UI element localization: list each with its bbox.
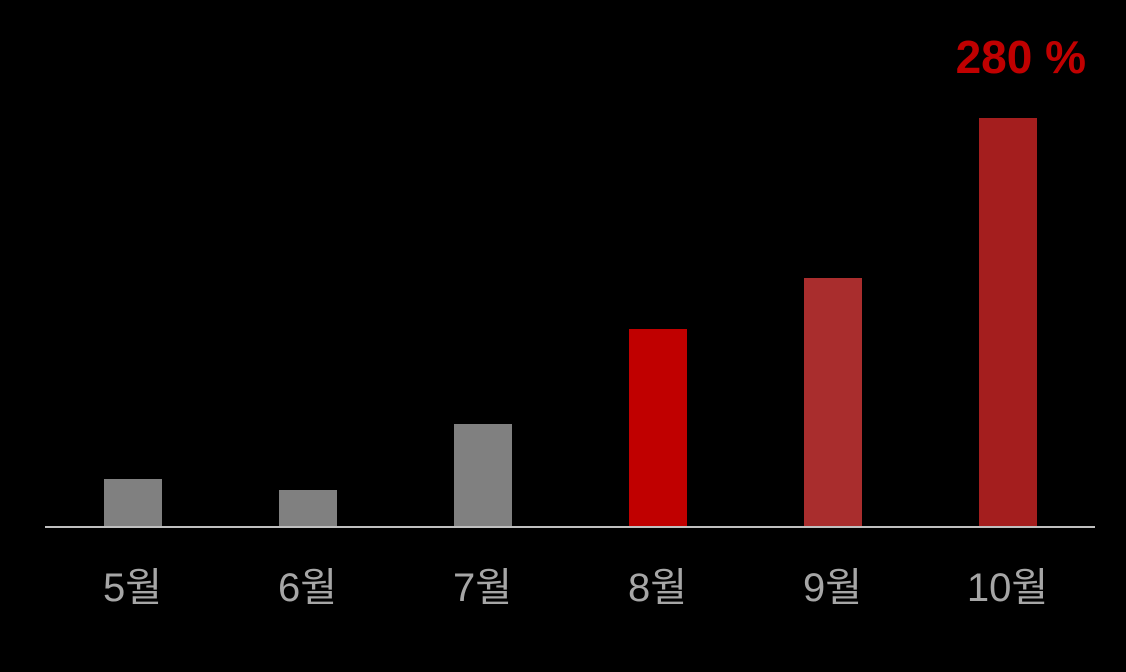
bar-june <box>279 490 337 526</box>
bars-group <box>45 118 1095 526</box>
bar-may <box>104 479 162 526</box>
bar-chart: 280 % 5월 6월 7월 8 <box>0 0 1126 672</box>
x-axis-baseline <box>45 526 1095 528</box>
bar-july <box>454 424 512 526</box>
bar-september <box>804 278 862 526</box>
x-axis-labels: 5월 6월 7월 8월 9월 10월 <box>45 555 1095 613</box>
x-label: 8월 <box>570 555 745 613</box>
x-label: 7월 <box>395 555 570 613</box>
x-label: 10월 <box>920 555 1095 613</box>
x-label: 6월 <box>220 555 395 613</box>
bar-slot <box>570 118 745 526</box>
bar-slot <box>395 118 570 526</box>
bar-october <box>979 118 1037 526</box>
bar-august <box>629 329 687 526</box>
x-label: 9월 <box>745 555 920 613</box>
plot-area <box>45 120 1095 528</box>
bar-slot <box>45 118 220 526</box>
x-label: 5월 <box>45 555 220 613</box>
callout-value: 280 % <box>956 30 1086 84</box>
bar-slot <box>920 118 1095 526</box>
bar-slot <box>220 118 395 526</box>
bar-slot <box>745 118 920 526</box>
